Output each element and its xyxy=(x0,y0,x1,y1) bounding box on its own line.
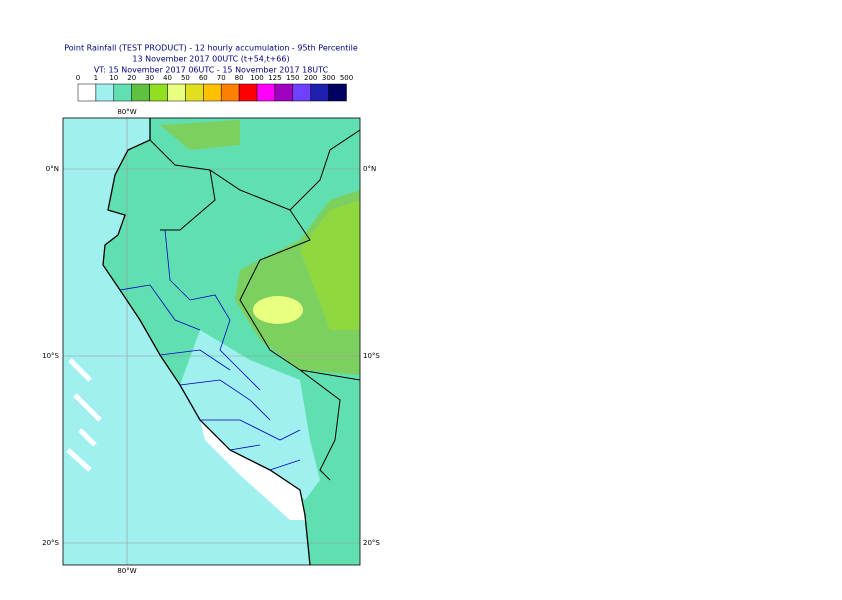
legend-label: 10 xyxy=(109,74,118,82)
lat-label: 20°S xyxy=(42,539,59,547)
legend-swatch xyxy=(274,83,294,102)
legend-label: 60 xyxy=(199,74,208,82)
legend: 0 1 10 20 30 40 50 60 70 80 100 125 150 200 300 500 xyxy=(76,74,353,102)
lat-label: 0°N xyxy=(363,165,376,173)
legend-swatch xyxy=(131,83,150,102)
legend-label: 30 xyxy=(145,74,154,82)
legend-label: 150 xyxy=(286,74,299,82)
legend-label: 50 xyxy=(181,74,190,82)
legend-swatch xyxy=(185,83,204,102)
legend-swatch xyxy=(203,83,222,102)
lat-label: 0°N xyxy=(46,165,59,173)
lat-label: 10°S xyxy=(363,352,380,360)
legend-swatch xyxy=(167,83,186,102)
legend-swatch xyxy=(113,83,132,102)
legend-swatch xyxy=(95,83,115,102)
legend-swatch xyxy=(292,83,311,102)
legend-swatch xyxy=(328,83,347,102)
legend-swatch xyxy=(77,83,97,102)
legend-label: 80 xyxy=(235,74,244,82)
dry-andes xyxy=(180,330,320,500)
legend-label: 1 xyxy=(94,74,98,82)
legend-swatch xyxy=(220,83,240,102)
lat-label: 20°S xyxy=(363,539,380,547)
legend-label: 20 xyxy=(127,74,136,82)
map-frame xyxy=(62,117,361,566)
legend-swatch xyxy=(238,83,258,102)
wet-area xyxy=(160,120,240,150)
lat-label: 10°S xyxy=(42,352,59,360)
regions xyxy=(119,229,301,471)
title: Point Rainfall (TEST PRODUCT) - 12 hourl… xyxy=(64,44,358,53)
borders xyxy=(149,129,360,481)
coastal-dry xyxy=(200,420,305,520)
legend-label: 40 xyxy=(163,74,172,82)
map xyxy=(63,118,360,565)
lon-label: 80°W xyxy=(117,567,136,575)
legend-swatch xyxy=(310,83,329,102)
legend-label: 300 xyxy=(322,74,335,82)
wet-area xyxy=(300,200,360,330)
legend-label: 200 xyxy=(304,74,317,82)
heavy-rain xyxy=(253,296,303,324)
lon-label: 80°W xyxy=(117,108,136,116)
legend-swatch xyxy=(256,83,276,102)
legend-label: 500 xyxy=(340,74,353,82)
legend-label: 125 xyxy=(268,74,281,82)
valid-time: VT: 15 November 2017 06UTC - 15 November… xyxy=(94,66,329,75)
legend-swatch xyxy=(149,83,168,102)
legend-label: 100 xyxy=(250,74,263,82)
base-time: 13 November 2017 00UTC (t+54,t+66) xyxy=(132,55,289,64)
ocean-streaks xyxy=(66,358,102,472)
legend-label: 70 xyxy=(217,74,226,82)
legend-label: 0 xyxy=(76,74,80,82)
